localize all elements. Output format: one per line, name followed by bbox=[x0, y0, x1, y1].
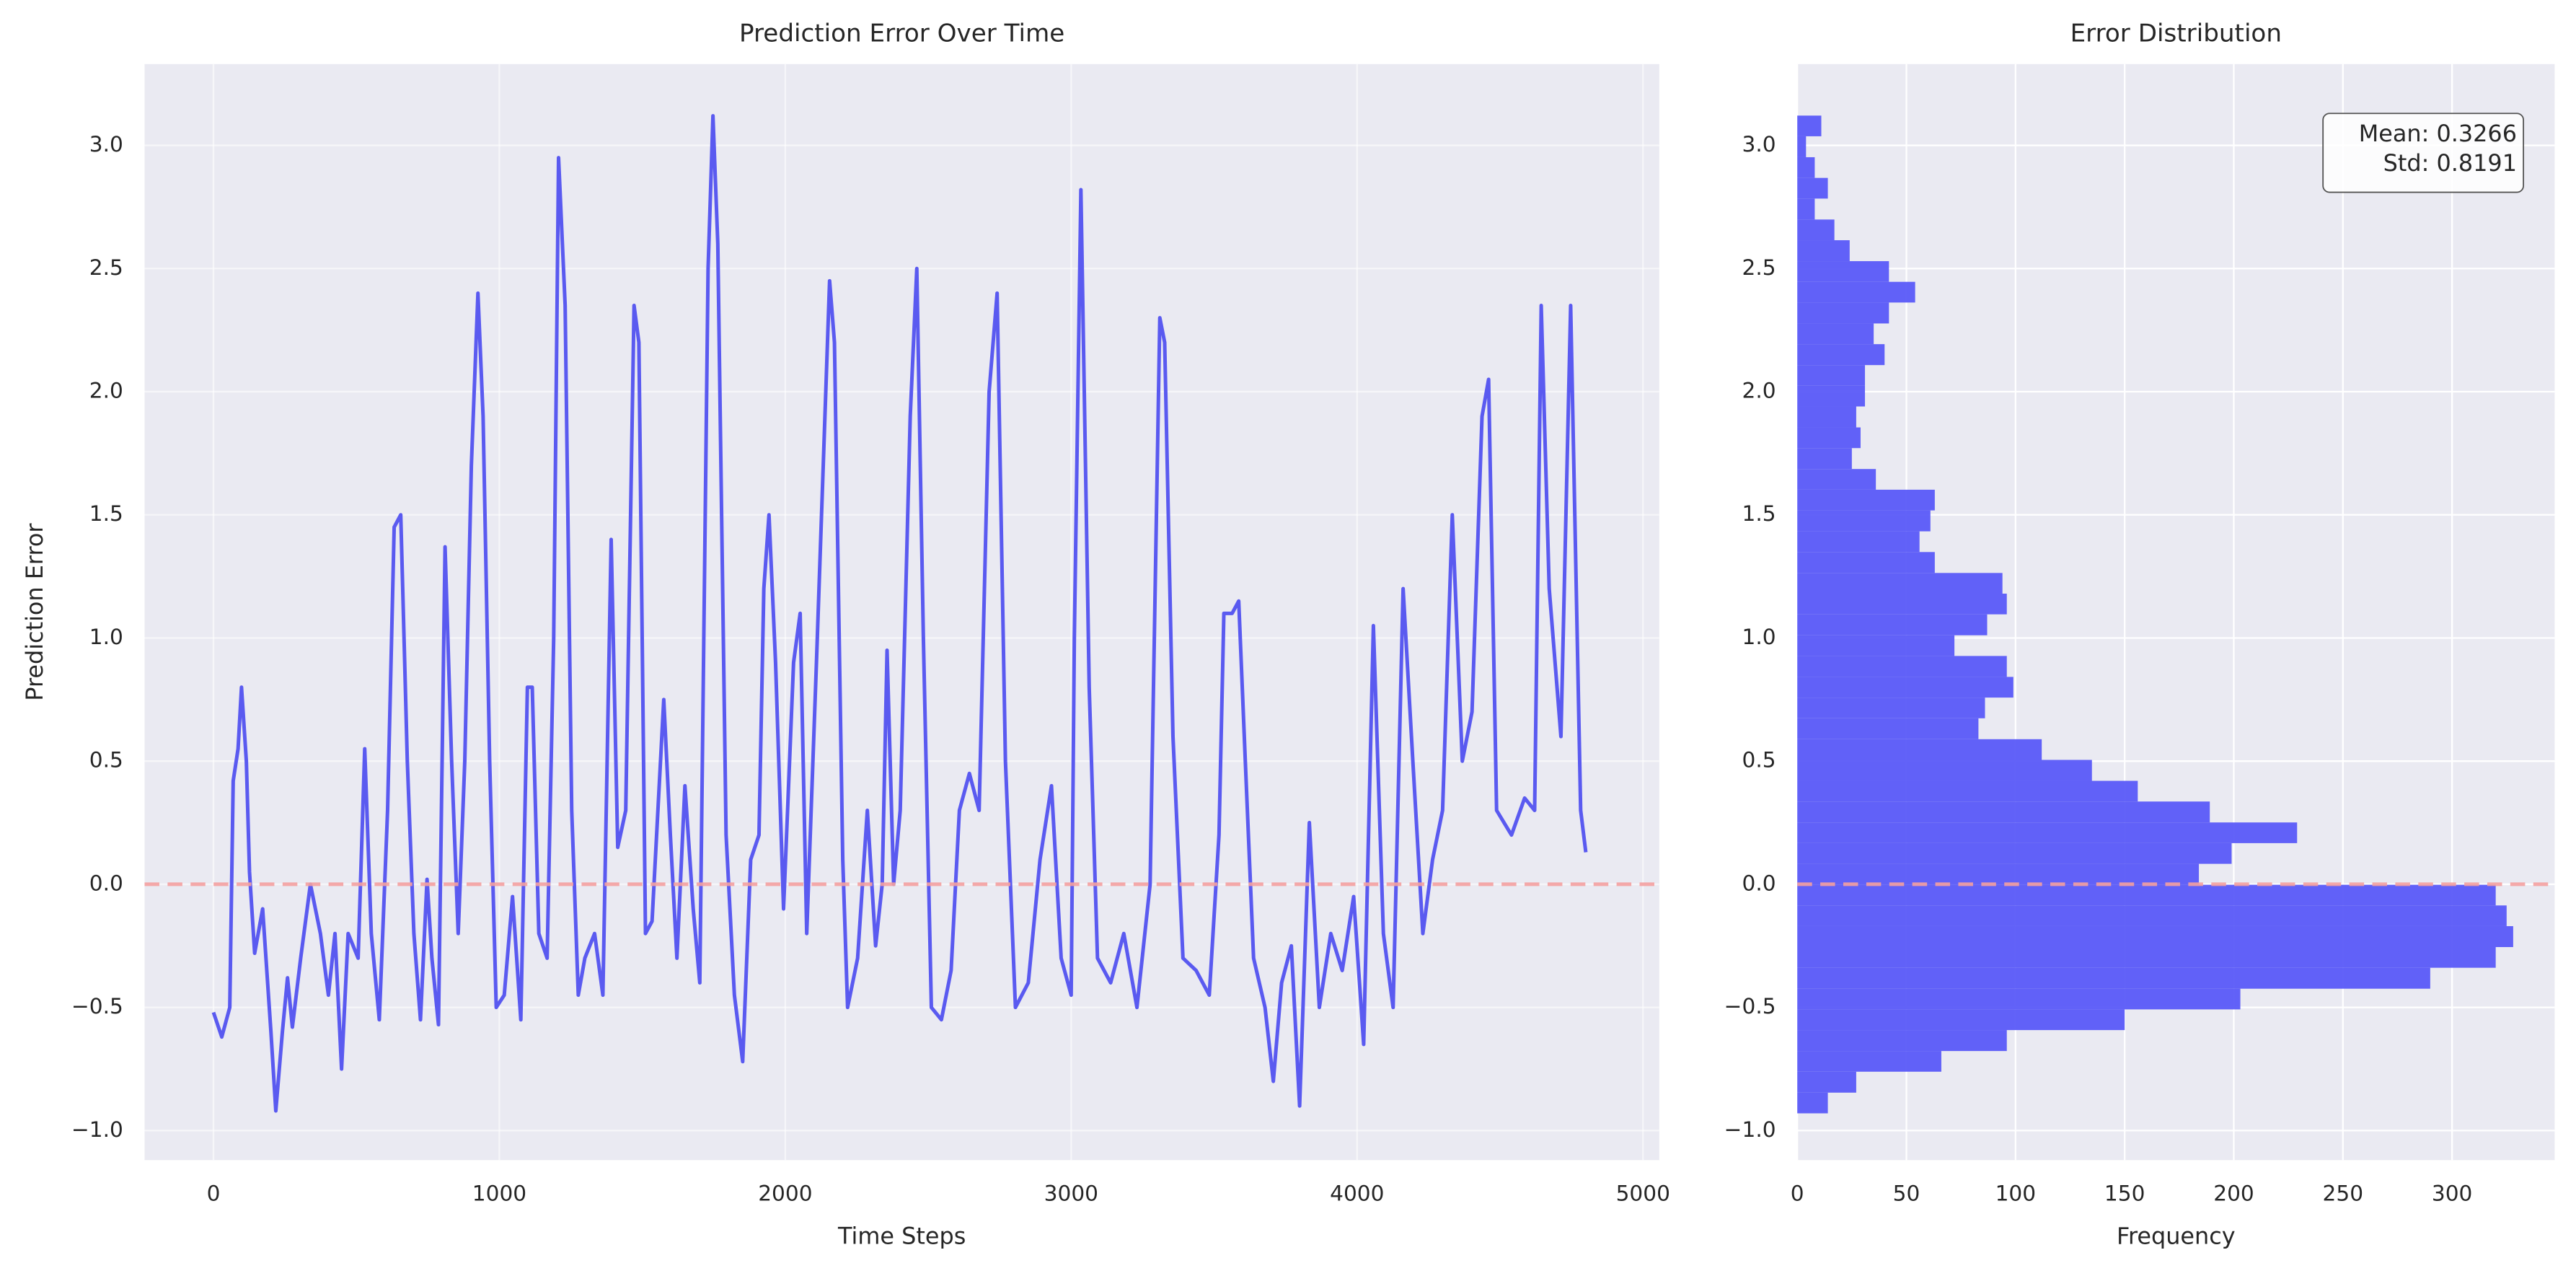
x-tick-label: 4000 bbox=[1330, 1182, 1384, 1206]
histogram-bar bbox=[1797, 905, 2507, 926]
y-tick-label: 2.5 bbox=[89, 255, 123, 280]
y-tick-label: −1.0 bbox=[1724, 1117, 1776, 1142]
chart-title: Prediction Error Over Time bbox=[739, 19, 1064, 48]
annotation-box bbox=[2322, 113, 2525, 193]
histogram-bar bbox=[1797, 406, 1856, 428]
histogram-bar bbox=[1797, 219, 1835, 241]
histogram-bar bbox=[1797, 448, 1852, 470]
histogram-bar bbox=[1797, 240, 1850, 262]
histogram-bar bbox=[1797, 635, 1955, 656]
y-tick-label: 2.5 bbox=[1742, 255, 1776, 280]
x-tick-label: 100 bbox=[1995, 1182, 2037, 1206]
histogram-bar bbox=[1797, 884, 2496, 906]
error-line bbox=[211, 114, 1588, 1113]
x-tick-label: 300 bbox=[2432, 1182, 2473, 1206]
plot-background bbox=[144, 63, 1659, 1161]
y-axis-label: Prediction Error bbox=[21, 523, 48, 701]
histogram-bar bbox=[1797, 469, 1876, 490]
histogram-bar bbox=[1797, 718, 1979, 739]
x-axis-label: Frequency bbox=[2117, 1222, 2236, 1249]
x-tick-label: 5000 bbox=[1616, 1182, 1670, 1206]
histogram-bar bbox=[1797, 1051, 1941, 1072]
histogram-bar bbox=[1797, 656, 2007, 677]
histogram-bar bbox=[1797, 594, 2007, 615]
histogram-bar bbox=[1797, 573, 2003, 594]
histogram-bar bbox=[1797, 427, 1861, 449]
histogram-bar bbox=[1797, 967, 2430, 989]
histogram-bar bbox=[1797, 531, 1920, 553]
x-axis-label: Time Steps bbox=[837, 1222, 966, 1249]
histogram-bar bbox=[1797, 677, 2013, 698]
y-tick-label: −0.5 bbox=[71, 994, 123, 1018]
histogram-bar bbox=[1797, 136, 1807, 157]
histogram-bar bbox=[1797, 302, 1889, 324]
histogram-bar bbox=[1797, 822, 2298, 843]
x-tick-label: 150 bbox=[2104, 1182, 2145, 1206]
histogram-bar bbox=[1797, 946, 2496, 968]
x-tick-label: 3000 bbox=[1044, 1182, 1098, 1206]
y-tick-label: 2.0 bbox=[1742, 379, 1776, 403]
x-tick-label: 1000 bbox=[472, 1182, 526, 1206]
histogram-bar bbox=[1797, 1030, 2007, 1052]
y-tick-label: 0.0 bbox=[89, 871, 123, 895]
y-tick-label: 2.0 bbox=[89, 379, 123, 403]
histogram-bar bbox=[1797, 842, 2232, 864]
histogram-bar bbox=[1797, 863, 2200, 885]
histogram-bar bbox=[1797, 801, 2210, 823]
y-tick-label: 3.0 bbox=[89, 132, 123, 157]
histogram-bar bbox=[1797, 385, 1866, 407]
histogram-bar bbox=[1797, 780, 2138, 802]
x-tick-label: 200 bbox=[2213, 1182, 2254, 1206]
y-tick-label: 0.5 bbox=[89, 748, 123, 773]
histogram-bar bbox=[1797, 365, 1866, 386]
histogram-bar bbox=[1797, 344, 1885, 366]
histogram-bar bbox=[1797, 760, 2092, 781]
histogram-bar bbox=[1797, 1009, 2125, 1031]
histogram-bar bbox=[1797, 739, 2042, 760]
annotation: Mean: 0.3266 bbox=[2359, 120, 2517, 147]
histogram-bar bbox=[1797, 925, 2513, 947]
histogram-bar bbox=[1797, 198, 1815, 220]
histogram-bar bbox=[1797, 1092, 1828, 1114]
histogram-bar bbox=[1797, 261, 1889, 282]
y-tick-label: 1.5 bbox=[1742, 501, 1776, 526]
y-tick-label: 3.0 bbox=[1742, 132, 1776, 157]
histogram-bar bbox=[1797, 552, 1935, 573]
x-tick-label: 0 bbox=[1791, 1182, 1804, 1206]
x-tick-label: 50 bbox=[1893, 1182, 1920, 1206]
histogram-bar bbox=[1797, 177, 1828, 199]
y-tick-label: 0.5 bbox=[1742, 748, 1776, 773]
histogram-bar bbox=[1797, 988, 2241, 1010]
histogram-bar bbox=[1797, 281, 1915, 303]
chart-title: Error Distribution bbox=[2070, 19, 2282, 48]
y-tick-label: 1.0 bbox=[1742, 625, 1776, 649]
x-tick-label: 250 bbox=[2323, 1182, 2364, 1206]
annotation: Std: 0.8191 bbox=[2383, 149, 2517, 177]
histogram-bar bbox=[1797, 489, 1935, 511]
histogram-bar bbox=[1797, 1071, 1856, 1093]
x-tick-label: 0 bbox=[207, 1182, 221, 1206]
y-tick-label: −1.0 bbox=[71, 1117, 123, 1142]
histogram-bar bbox=[1797, 510, 1931, 532]
y-tick-label: 1.5 bbox=[89, 501, 123, 526]
y-tick-label: 1.0 bbox=[89, 625, 123, 649]
histogram-bar bbox=[1797, 698, 1985, 718]
y-tick-label: −0.5 bbox=[1724, 994, 1776, 1018]
y-tick-label: 0.0 bbox=[1742, 871, 1776, 895]
histogram-bar bbox=[1797, 115, 1822, 136]
histogram-bar bbox=[1797, 157, 1815, 178]
histogram-bar bbox=[1797, 614, 1988, 635]
x-tick-label: 2000 bbox=[758, 1182, 812, 1206]
histogram-bar bbox=[1797, 323, 1874, 345]
